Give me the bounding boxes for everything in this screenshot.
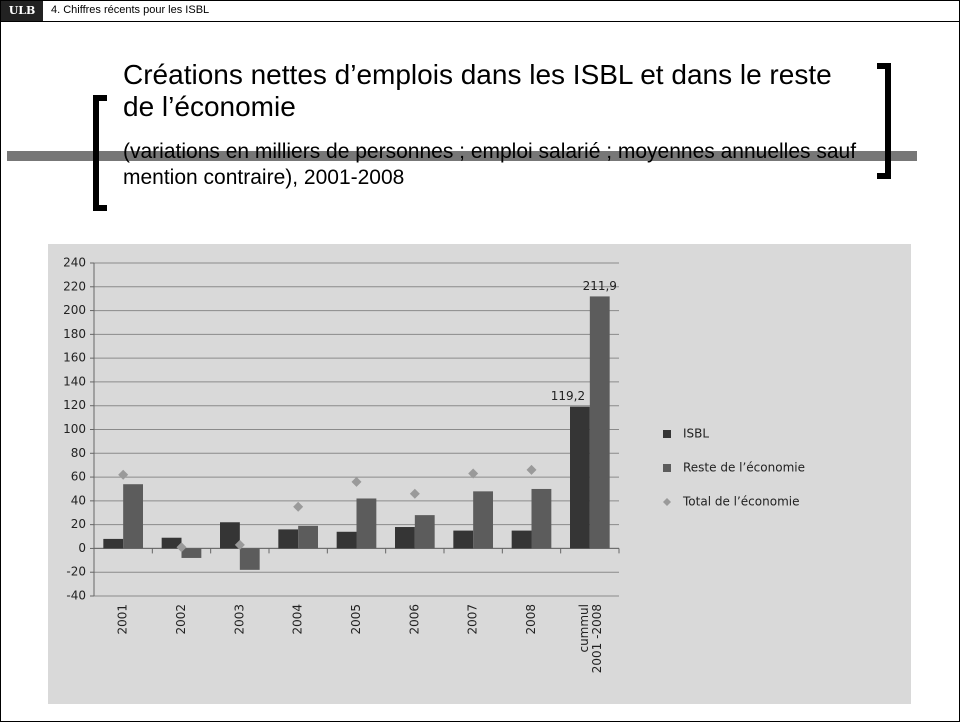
y-tick-label: 180: [63, 327, 86, 341]
legend-marker: [663, 430, 671, 438]
bar: [123, 484, 143, 549]
bar: [336, 531, 357, 549]
legend-label: Reste de l’économie: [683, 461, 805, 475]
bar: [414, 515, 435, 549]
y-tick-label: 240: [63, 256, 86, 270]
y-tick-label: 0: [78, 541, 86, 555]
data-label: 119,2: [551, 389, 585, 403]
bar: [181, 548, 202, 558]
bar: [395, 527, 415, 549]
bar: [161, 537, 182, 549]
bar: [220, 522, 240, 549]
y-tick-label: 60: [71, 470, 86, 484]
y-tick-label: 160: [63, 351, 86, 365]
y-tick-label: 200: [63, 303, 86, 317]
y-tick-label: 20: [71, 517, 86, 531]
y-tick-label: -20: [66, 565, 86, 579]
y-tick-label: 120: [63, 398, 86, 412]
chart-subtitle: (variations en milliers de personnes ; e…: [123, 140, 857, 189]
bar: [239, 548, 260, 570]
bracket: [93, 95, 107, 211]
x-tick-label: 2001: [116, 604, 130, 635]
x-tick-label: 2007: [466, 604, 480, 635]
bar: [473, 491, 493, 549]
x-tick-label: 2004: [291, 604, 305, 635]
chart-title: Créations nettes d’emplois dans les ISBL…: [123, 59, 832, 122]
bar: [511, 530, 532, 549]
x-tick-label: cummul2001 -2008: [576, 604, 603, 673]
diamond-marker: [293, 501, 304, 512]
bar: [570, 406, 590, 549]
logo: ULB: [1, 1, 43, 21]
legend-label: Total de l’économie: [682, 495, 799, 509]
x-tick-label: 2003: [232, 604, 246, 635]
diamond-marker: [409, 488, 420, 499]
top-bar: ULB 4. Chiffres récents pour les ISBL: [1, 1, 959, 22]
decor-bar: [7, 151, 917, 161]
legend-label: ISBL: [683, 427, 709, 441]
x-tick-label: 2006: [407, 604, 421, 635]
x-tick-label: 2002: [174, 604, 188, 635]
bracket: [877, 63, 891, 179]
y-tick-label: 220: [63, 279, 86, 293]
bar: [298, 525, 318, 549]
x-tick-label: 2005: [349, 604, 363, 635]
y-tick-label: 140: [63, 374, 86, 388]
y-tick-label: 100: [63, 422, 86, 436]
diamond-marker: [468, 468, 479, 479]
y-tick-label: 80: [71, 446, 86, 460]
diamond-marker: [351, 476, 362, 487]
bar: [531, 488, 552, 549]
bar: [278, 529, 299, 549]
legend-marker: [663, 464, 671, 472]
diamond-marker: [234, 539, 245, 550]
bar: [589, 296, 610, 549]
diamond-marker: [118, 469, 129, 480]
chart-area: [48, 244, 911, 704]
diamond-marker: [526, 464, 537, 475]
section-title: 4. Chiffres récents pour les ISBL: [51, 4, 210, 16]
bar: [356, 498, 377, 549]
bar: [103, 538, 124, 549]
diamond-marker: [176, 542, 187, 553]
data-label: 211,9: [583, 279, 617, 293]
y-tick-label: -40: [66, 589, 86, 603]
x-tick-label: 2008: [524, 604, 538, 635]
bar: [453, 530, 474, 549]
y-tick-label: 40: [71, 493, 86, 507]
legend-marker: [663, 498, 671, 506]
